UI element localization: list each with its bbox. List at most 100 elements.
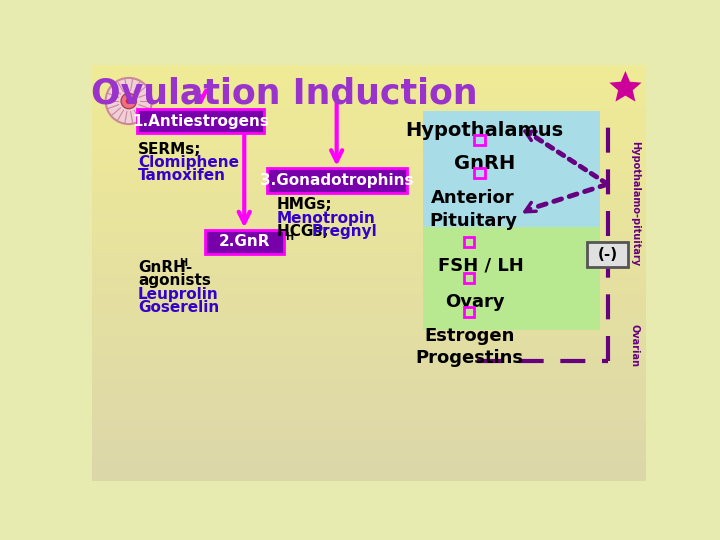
Bar — [92, 74, 647, 75]
Bar — [92, 178, 647, 179]
Bar — [92, 199, 647, 200]
Bar — [92, 175, 647, 176]
Bar — [92, 457, 647, 458]
Bar — [92, 347, 647, 348]
Bar — [92, 162, 647, 163]
Bar — [92, 361, 647, 362]
Bar — [92, 225, 647, 226]
Bar — [92, 176, 647, 177]
Bar — [92, 91, 647, 92]
Bar — [92, 433, 647, 434]
Bar — [92, 306, 647, 307]
Bar — [92, 92, 647, 93]
Bar — [92, 420, 647, 421]
Bar — [464, 307, 474, 318]
Bar — [92, 99, 647, 100]
Bar — [92, 360, 647, 361]
Bar — [92, 370, 647, 372]
Bar — [92, 100, 647, 101]
Bar — [92, 282, 647, 283]
Bar — [92, 137, 647, 138]
Bar — [92, 409, 647, 410]
Bar — [92, 153, 647, 154]
Bar — [92, 472, 647, 473]
Bar — [92, 88, 647, 89]
Bar — [92, 426, 647, 427]
Bar — [92, 470, 647, 471]
Bar — [92, 240, 647, 241]
Bar — [92, 174, 647, 175]
Bar — [92, 450, 647, 451]
Bar — [92, 413, 647, 414]
Bar — [92, 86, 647, 87]
Bar — [92, 130, 647, 131]
Bar — [92, 281, 647, 282]
Bar — [92, 138, 647, 139]
Text: Clomiphene: Clomiphene — [138, 155, 239, 170]
FancyBboxPatch shape — [138, 109, 264, 133]
Bar — [92, 210, 647, 211]
Bar — [92, 234, 647, 235]
Bar — [92, 188, 647, 189]
Text: Tamoxifen: Tamoxifen — [138, 168, 226, 183]
Bar — [92, 67, 647, 68]
Bar — [92, 425, 647, 426]
Bar — [92, 363, 647, 364]
Bar — [92, 95, 647, 96]
Bar — [92, 81, 647, 82]
Bar — [92, 165, 647, 166]
Bar — [92, 385, 647, 386]
Bar — [92, 480, 647, 481]
Bar — [92, 461, 647, 462]
Text: Hypothalamo-pituitary: Hypothalamo-pituitary — [630, 141, 639, 266]
Text: agonists: agonists — [138, 273, 211, 288]
Bar — [92, 105, 647, 106]
Bar — [92, 154, 647, 155]
Bar — [92, 147, 647, 148]
Bar — [92, 314, 647, 315]
Bar — [92, 430, 647, 431]
Bar — [464, 273, 474, 283]
Bar — [92, 330, 647, 331]
Bar — [92, 444, 647, 445]
Bar — [92, 340, 647, 341]
Bar — [92, 348, 647, 349]
Bar — [92, 473, 647, 474]
Bar — [92, 109, 647, 110]
Bar — [92, 246, 647, 247]
Bar — [92, 406, 647, 407]
Bar — [92, 438, 647, 439]
Bar — [92, 224, 647, 225]
Bar — [92, 424, 647, 425]
Bar — [92, 293, 647, 294]
Bar — [92, 439, 647, 440]
Bar — [92, 463, 647, 464]
Bar — [92, 416, 647, 417]
Bar — [92, 117, 647, 118]
Bar — [92, 283, 647, 284]
Bar — [92, 205, 647, 206]
Bar — [92, 103, 647, 104]
Bar — [92, 144, 647, 145]
Bar — [92, 431, 647, 432]
Bar — [92, 184, 647, 185]
Bar — [92, 305, 647, 306]
Bar — [92, 427, 647, 428]
Bar — [92, 351, 647, 352]
Bar — [92, 327, 647, 328]
Bar — [92, 418, 647, 419]
Bar — [92, 173, 647, 174]
Bar — [92, 107, 647, 108]
Bar — [92, 435, 647, 436]
Bar — [92, 465, 647, 466]
Bar — [92, 180, 647, 181]
Bar — [92, 200, 647, 201]
Bar — [92, 296, 647, 298]
Bar — [92, 401, 647, 402]
Bar — [92, 70, 647, 71]
Bar — [423, 111, 600, 226]
Bar — [92, 280, 647, 281]
Bar — [92, 116, 647, 117]
Bar — [92, 359, 647, 360]
Bar — [92, 163, 647, 164]
